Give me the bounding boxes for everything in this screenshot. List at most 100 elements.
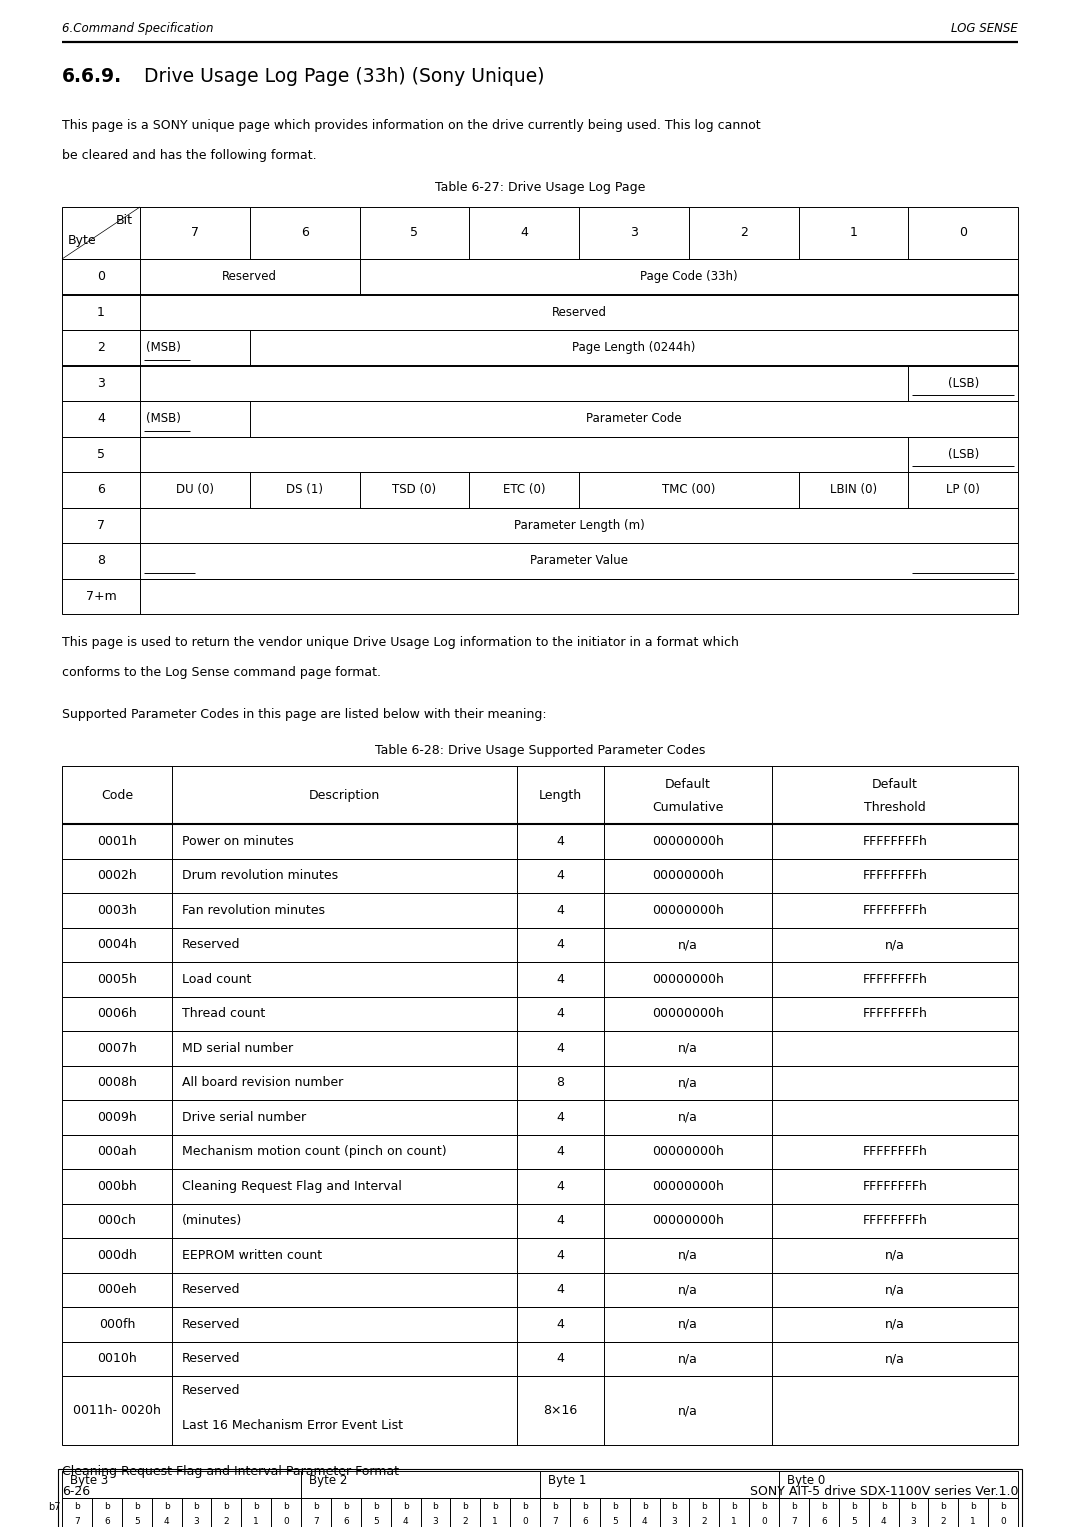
Text: b: b bbox=[731, 1501, 737, 1510]
Text: Parameter Code: Parameter Code bbox=[586, 412, 681, 425]
Text: b: b bbox=[104, 1501, 110, 1510]
Text: Table 6-28: Drive Usage Supported Parameter Codes: Table 6-28: Drive Usage Supported Parame… bbox=[375, 744, 705, 757]
Text: 2: 2 bbox=[97, 341, 105, 354]
Text: 5: 5 bbox=[851, 1516, 856, 1525]
Text: (LSB): (LSB) bbox=[947, 447, 978, 461]
Text: Code: Code bbox=[100, 788, 133, 802]
Text: b: b bbox=[701, 1501, 707, 1510]
Text: FFFFFFFFh: FFFFFFFFh bbox=[863, 1145, 928, 1159]
Bar bbox=[62, 1471, 1018, 1498]
Text: Byte 0: Byte 0 bbox=[787, 1474, 825, 1487]
Text: 4: 4 bbox=[556, 1249, 565, 1261]
Text: (minutes): (minutes) bbox=[183, 1214, 242, 1228]
Text: 7: 7 bbox=[75, 1516, 80, 1525]
Text: 00000000h: 00000000h bbox=[652, 835, 724, 847]
Text: b: b bbox=[492, 1501, 498, 1510]
Text: n/a: n/a bbox=[678, 1353, 698, 1365]
Bar bbox=[62, 208, 1018, 260]
Text: FFFFFFFFh: FFFFFFFFh bbox=[863, 1214, 928, 1228]
Bar bbox=[62, 1342, 1018, 1376]
Bar bbox=[62, 544, 1018, 579]
Text: This page is used to return the vendor unique Drive Usage Log information to the: This page is used to return the vendor u… bbox=[62, 637, 739, 649]
Text: b: b bbox=[224, 1501, 229, 1510]
Bar bbox=[62, 893, 1018, 927]
Bar bbox=[62, 330, 1018, 365]
Text: 4: 4 bbox=[97, 412, 105, 425]
Bar bbox=[62, 1498, 1018, 1527]
Bar bbox=[62, 997, 1018, 1031]
Text: 000fh: 000fh bbox=[98, 1318, 135, 1330]
Text: Drum revolution minutes: Drum revolution minutes bbox=[183, 869, 338, 883]
Text: 0: 0 bbox=[283, 1516, 289, 1525]
Text: b: b bbox=[343, 1501, 349, 1510]
Text: Table 6-27: Drive Usage Log Page: Table 6-27: Drive Usage Log Page bbox=[435, 182, 645, 194]
Text: Length: Length bbox=[539, 788, 582, 802]
Text: 6.6.9.: 6.6.9. bbox=[62, 67, 122, 86]
Text: 0: 0 bbox=[1000, 1516, 1005, 1525]
Bar bbox=[62, 365, 1018, 402]
Text: 6: 6 bbox=[582, 1516, 588, 1525]
Text: b: b bbox=[433, 1501, 438, 1510]
Bar bbox=[62, 437, 1018, 472]
Text: 4: 4 bbox=[881, 1516, 887, 1525]
Text: (MSB): (MSB) bbox=[146, 412, 180, 425]
Text: Byte: Byte bbox=[68, 234, 96, 247]
Text: b: b bbox=[970, 1501, 976, 1510]
Text: 5: 5 bbox=[134, 1516, 139, 1525]
Text: 8: 8 bbox=[556, 1077, 565, 1089]
Text: EEPROM written count: EEPROM written count bbox=[183, 1249, 322, 1261]
Text: 7: 7 bbox=[313, 1516, 319, 1525]
Text: b: b bbox=[761, 1501, 767, 1510]
Text: 0010h: 0010h bbox=[97, 1353, 137, 1365]
Text: ETC (0): ETC (0) bbox=[503, 483, 545, 496]
Text: b: b bbox=[373, 1501, 379, 1510]
Text: b: b bbox=[523, 1501, 528, 1510]
Text: 000ah: 000ah bbox=[97, 1145, 137, 1159]
Text: Reserved: Reserved bbox=[183, 1283, 241, 1296]
Text: 0006h: 0006h bbox=[97, 1008, 137, 1020]
Text: TSD (0): TSD (0) bbox=[392, 483, 436, 496]
Text: 5: 5 bbox=[410, 226, 418, 240]
Text: Description: Description bbox=[309, 788, 380, 802]
Text: 2: 2 bbox=[702, 1516, 707, 1525]
Text: 6: 6 bbox=[104, 1516, 110, 1525]
Text: Default: Default bbox=[872, 777, 918, 791]
Text: be cleared and has the following format.: be cleared and has the following format. bbox=[62, 150, 316, 162]
Text: Thread count: Thread count bbox=[183, 1008, 266, 1020]
Text: 1: 1 bbox=[731, 1516, 737, 1525]
Text: 4: 4 bbox=[556, 1180, 565, 1193]
Text: 4: 4 bbox=[556, 1145, 565, 1159]
Text: n/a: n/a bbox=[678, 1403, 698, 1417]
Text: 0008h: 0008h bbox=[97, 1077, 137, 1089]
Bar bbox=[62, 507, 1018, 544]
Text: Reserved: Reserved bbox=[222, 270, 278, 282]
Text: Byte 3: Byte 3 bbox=[70, 1474, 108, 1487]
Text: 2: 2 bbox=[462, 1516, 468, 1525]
Text: 000eh: 000eh bbox=[97, 1283, 137, 1296]
Text: b: b bbox=[582, 1501, 588, 1510]
Bar bbox=[62, 858, 1018, 893]
Text: Cleaning Request Flag and Interval: Cleaning Request Flag and Interval bbox=[183, 1180, 402, 1193]
Text: b7: b7 bbox=[49, 1501, 60, 1512]
Text: Drive Usage Log Page (33h) (Sony Unique): Drive Usage Log Page (33h) (Sony Unique) bbox=[132, 67, 544, 86]
Text: 7: 7 bbox=[97, 519, 105, 531]
Text: 4: 4 bbox=[521, 226, 528, 240]
Text: Supported Parameter Codes in this page are listed below with their meaning:: Supported Parameter Codes in this page a… bbox=[62, 709, 546, 721]
Text: FFFFFFFFh: FFFFFFFFh bbox=[863, 869, 928, 883]
Bar bbox=[62, 1170, 1018, 1203]
Bar bbox=[62, 295, 1018, 330]
Text: 4: 4 bbox=[556, 1008, 565, 1020]
Text: n/a: n/a bbox=[886, 1318, 905, 1330]
Text: (LSB): (LSB) bbox=[947, 377, 978, 389]
Text: Power on minutes: Power on minutes bbox=[183, 835, 294, 847]
Text: 000bh: 000bh bbox=[97, 1180, 137, 1193]
Text: b: b bbox=[1000, 1501, 1005, 1510]
Text: 4: 4 bbox=[556, 1318, 565, 1330]
Text: Byte 2: Byte 2 bbox=[309, 1474, 348, 1487]
Text: b: b bbox=[910, 1501, 916, 1510]
Text: n/a: n/a bbox=[678, 938, 698, 951]
Text: Reserved: Reserved bbox=[552, 305, 607, 319]
Text: Reserved: Reserved bbox=[183, 1318, 241, 1330]
Text: Byte 1: Byte 1 bbox=[548, 1474, 586, 1487]
Text: Parameter Value: Parameter Value bbox=[530, 554, 627, 567]
